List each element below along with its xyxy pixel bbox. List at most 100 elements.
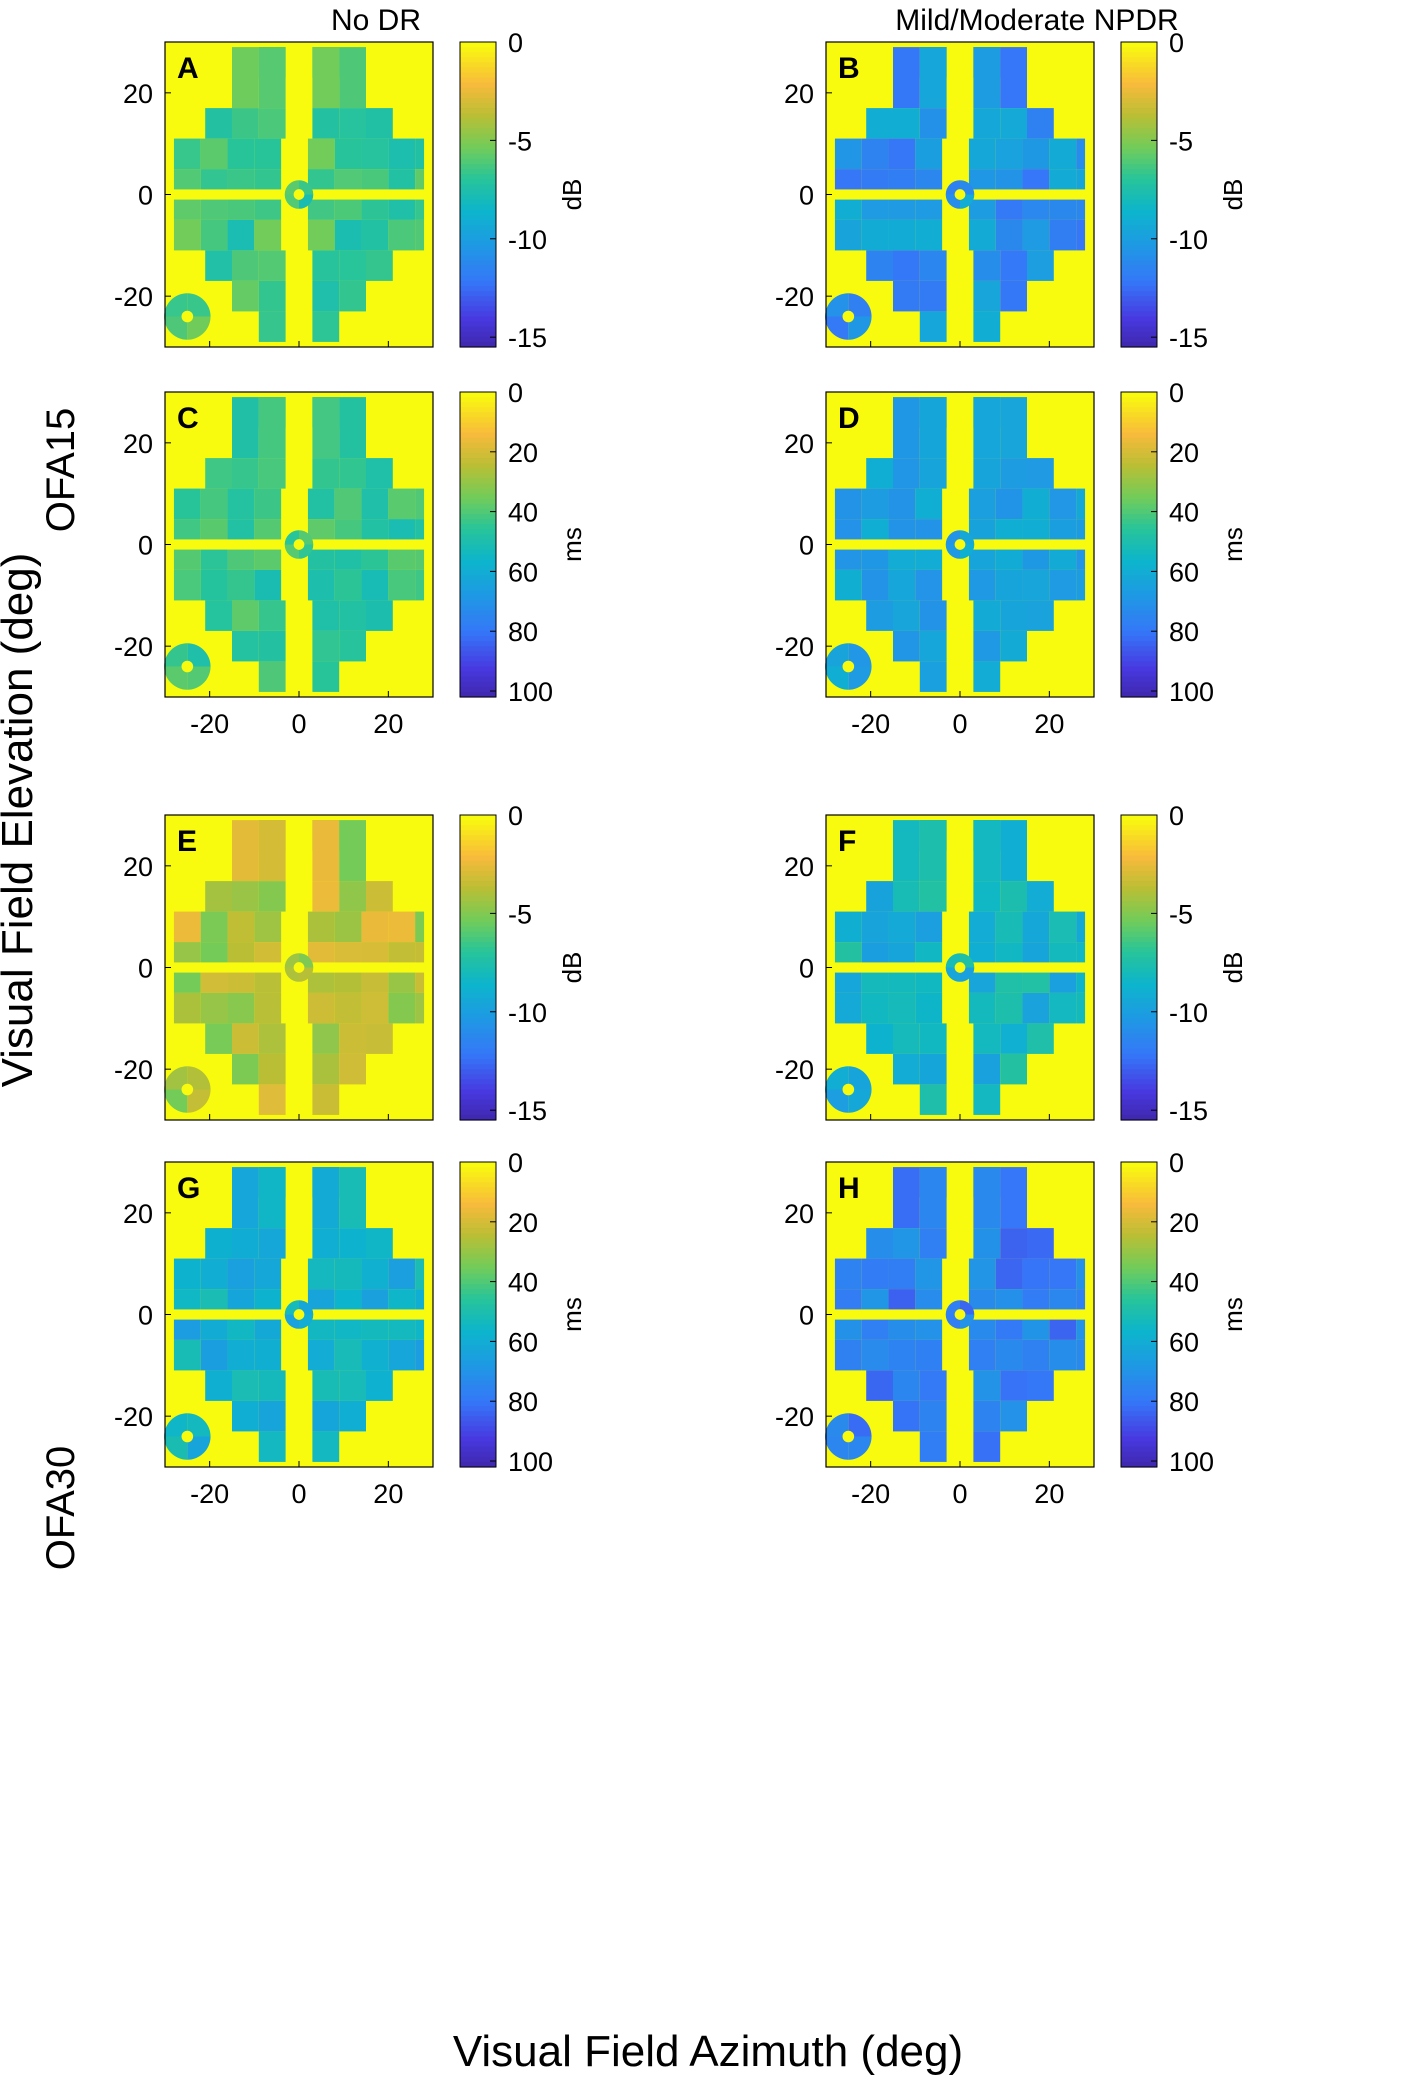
panel-d-cell xyxy=(973,661,1001,692)
panel-g-cell xyxy=(173,1319,201,1340)
colorbar-segment xyxy=(460,605,496,612)
panel-c-cell xyxy=(205,458,232,489)
colorbar-segment xyxy=(460,1289,496,1295)
ring-segment xyxy=(848,1066,872,1090)
ring-segment xyxy=(164,293,188,317)
colorbar-segment xyxy=(460,1114,496,1121)
panel-c-cell xyxy=(312,630,340,662)
panel-b-cell xyxy=(1000,108,1027,139)
colorbar-segment xyxy=(460,174,496,180)
panel-f-cell xyxy=(1027,1023,1054,1054)
colorbar-segment xyxy=(1121,1406,1157,1412)
panel-g-cell xyxy=(254,1258,282,1290)
panel-d-cell xyxy=(968,549,996,570)
colorbar-segment xyxy=(460,194,496,201)
panel-f-cell xyxy=(995,992,1023,1024)
panel-c-cell xyxy=(254,519,282,540)
panel-h-cell xyxy=(834,1319,862,1340)
column-title-npdr: Mild/Moderate NPDR xyxy=(895,4,1178,37)
panel-e-cell xyxy=(312,1084,340,1115)
colorbar-segment xyxy=(460,265,496,272)
panel-c-cell xyxy=(388,488,416,520)
panel-c-legend-ring xyxy=(164,643,211,690)
colorbar-segment xyxy=(1121,569,1157,576)
panel-b-cell xyxy=(893,47,920,109)
colorbar-segment xyxy=(460,610,496,617)
panel-f-cell xyxy=(834,911,862,943)
colorbar-segment xyxy=(460,1207,496,1214)
panel-c-cell xyxy=(258,600,286,631)
panel-c-cell xyxy=(173,519,201,540)
colorbar-segment xyxy=(460,1223,496,1229)
colorbar-segment xyxy=(1121,1202,1157,1209)
colorbar-segment xyxy=(1121,825,1157,831)
panel-f-cell xyxy=(973,1084,1001,1115)
ring-segment xyxy=(164,666,188,690)
colorbar-segment xyxy=(460,57,496,63)
colorbar-segment xyxy=(460,942,496,948)
panel-f: F 20 0 -20 0 -5 -10 -15 dB xyxy=(775,801,1248,1126)
panel-e-cell xyxy=(254,911,282,943)
colorbar-segment xyxy=(1121,886,1157,892)
panel-a-cell xyxy=(361,169,389,190)
panel-d-cell xyxy=(1000,397,1027,459)
panel-a-cell xyxy=(227,219,255,251)
colorbar-tick-label: 60 xyxy=(1169,1327,1199,1357)
colorbar-segment xyxy=(1121,118,1157,124)
colorbar-segment xyxy=(460,1461,496,1468)
panel-h-cell xyxy=(915,1339,943,1371)
colorbar-tick-label: 20 xyxy=(508,438,538,468)
colorbar-segment xyxy=(460,341,496,348)
colorbar-segment xyxy=(1121,270,1157,277)
colorbar-segment xyxy=(460,270,496,277)
panel-g-cell xyxy=(232,1400,259,1432)
colorbar-segment xyxy=(1121,1380,1157,1387)
ring-center xyxy=(954,189,966,200)
panel-h-cell xyxy=(919,1228,947,1259)
y-tick-label: 20 xyxy=(784,1199,814,1229)
panel-b-cell xyxy=(919,250,947,281)
panel-g-cell xyxy=(361,1319,389,1340)
colorbar-segment xyxy=(460,245,496,252)
panel-c-cell xyxy=(254,549,282,570)
colorbar-segment xyxy=(1121,275,1157,282)
panel-d-cell xyxy=(888,569,916,601)
colorbar-segment xyxy=(460,397,496,403)
panel-b-fovea-ring xyxy=(945,180,975,209)
panel-g-cell xyxy=(388,1289,416,1310)
colorbar-segment xyxy=(460,1451,496,1458)
panel-b-cell xyxy=(1022,138,1050,170)
colorbar-segment xyxy=(1121,42,1157,48)
colorbar-tick-label: 0 xyxy=(1169,801,1184,831)
panel-e-cell xyxy=(334,992,362,1024)
column-title-no-dr: No DR xyxy=(331,4,421,37)
colorbar-segment xyxy=(460,67,496,74)
colorbar-segment xyxy=(1121,245,1157,252)
panel-f-cell xyxy=(866,1023,893,1054)
y-tick-label: 20 xyxy=(784,852,814,882)
panel-e-cell xyxy=(232,1023,259,1054)
colorbar-segment xyxy=(1121,143,1157,150)
colorbar-segment xyxy=(460,427,496,434)
colorbar-segment xyxy=(1121,133,1157,140)
panel-f-cell xyxy=(893,1053,920,1085)
colorbar-segment xyxy=(460,321,496,328)
colorbar-segment xyxy=(1121,1053,1157,1060)
colorbar-segment xyxy=(460,641,496,647)
y-tick-label: 0 xyxy=(799,181,814,211)
colorbar-segment xyxy=(460,1456,496,1463)
colorbar-segment xyxy=(460,1018,496,1025)
colorbar-segment xyxy=(460,204,496,211)
colorbar-segment xyxy=(460,235,496,241)
panel-h-cell xyxy=(968,1319,996,1340)
colorbar-segment xyxy=(1121,1048,1157,1055)
colorbar-segment xyxy=(460,113,496,119)
colorbar-segment xyxy=(1121,1461,1157,1468)
colorbar-segment xyxy=(460,280,496,287)
colorbar-segment xyxy=(460,820,496,826)
colorbar-segment xyxy=(1121,286,1157,292)
y-tick-label: 20 xyxy=(123,1199,153,1229)
panel-c-cell xyxy=(312,397,340,459)
panel-b-cells xyxy=(834,47,1086,342)
panel-c-cell xyxy=(258,458,286,489)
